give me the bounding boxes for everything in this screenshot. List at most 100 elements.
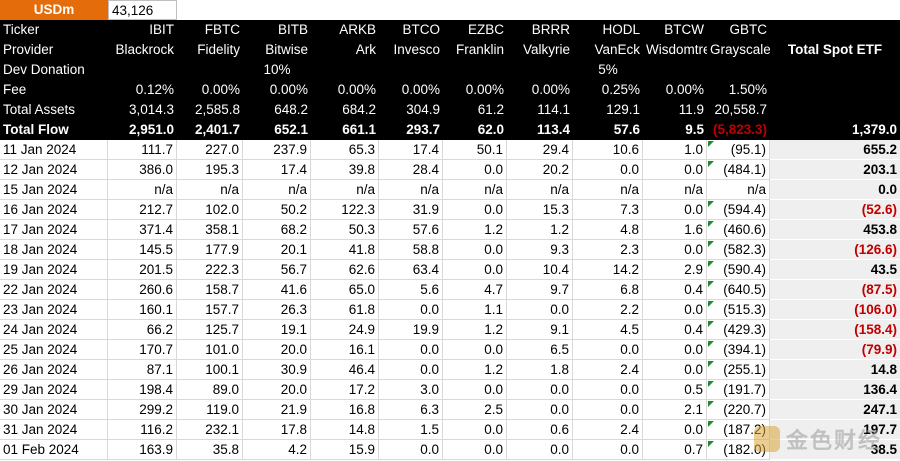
ticker-bitb[interactable]: BITB — [243, 20, 311, 40]
donation-bitb[interactable]: 10% — [243, 60, 311, 80]
flow-value-brrr[interactable]: 0.0 — [507, 380, 573, 400]
flow-value-btcw[interactable]: 1.0 — [643, 140, 707, 160]
flow-value-arkb[interactable]: 16.8 — [311, 400, 379, 420]
flow-value-brrr[interactable]: n/a — [507, 180, 573, 200]
ticker-fbtc[interactable]: FBTC — [177, 20, 243, 40]
flow-value-ibit[interactable]: 116.2 — [108, 420, 177, 440]
flow-value-bitb[interactable]: 21.9 — [243, 400, 311, 420]
flow-value-ezbc[interactable]: 1.2 — [443, 320, 507, 340]
ticker-gbtc[interactable]: GBTC — [707, 20, 770, 40]
provider-ezbc[interactable]: Franklin — [443, 40, 507, 60]
row-total-spot-etf[interactable]: 655.2 — [770, 140, 900, 160]
flow-value-btco[interactable]: 0.0 — [379, 440, 443, 460]
flow-value-bitb[interactable]: 30.9 — [243, 360, 311, 380]
flow-value-arkb[interactable]: 14.8 — [311, 420, 379, 440]
flow-value-brrr[interactable]: 9.3 — [507, 240, 573, 260]
flow-value-hodl[interactable]: 2.4 — [573, 420, 643, 440]
flow-value-ibit[interactable]: 87.1 — [108, 360, 177, 380]
flow-value-arkb[interactable]: 65.0 — [311, 280, 379, 300]
flow-value-gbtc[interactable]: (590.4) — [707, 260, 770, 280]
row-date[interactable]: 31 Jan 2024 — [0, 420, 108, 440]
flow-value-gbtc[interactable]: (182.0) — [707, 440, 770, 460]
row-date[interactable]: 24 Jan 2024 — [0, 320, 108, 340]
provider-hodl[interactable]: VanEck — [573, 40, 643, 60]
ticker-ibit[interactable]: IBIT — [108, 20, 177, 40]
row-date[interactable]: 30 Jan 2024 — [0, 400, 108, 420]
flow-value-btco[interactable]: 63.4 — [379, 260, 443, 280]
row-date[interactable]: 16 Jan 2024 — [0, 200, 108, 220]
flow-value-btco[interactable]: 57.6 — [379, 220, 443, 240]
flow-value-gbtc[interactable]: n/a — [707, 180, 770, 200]
flow-value-btcw[interactable]: 0.0 — [643, 420, 707, 440]
flow-value-btcw[interactable]: 0.0 — [643, 360, 707, 380]
flow-gbtc[interactable]: (5,823.3) — [707, 120, 770, 140]
flow-value-brrr[interactable]: 6.5 — [507, 340, 573, 360]
flow-value-gbtc[interactable]: (515.3) — [707, 300, 770, 320]
flow-value-btco[interactable]: 19.9 — [379, 320, 443, 340]
assets-total-cell[interactable] — [770, 100, 900, 120]
flow-value-ezbc[interactable]: 0.0 — [443, 200, 507, 220]
ticker-total-cell[interactable] — [770, 20, 900, 40]
flow-value-ibit[interactable]: 170.7 — [108, 340, 177, 360]
fee-arkb[interactable]: 0.00% — [311, 80, 379, 100]
row-total-spot-etf[interactable]: 247.1 — [770, 400, 900, 420]
row-total-spot-etf[interactable]: 136.4 — [770, 380, 900, 400]
flow-value-fbtc[interactable]: 177.9 — [177, 240, 243, 260]
flow-value-ibit[interactable]: 201.5 — [108, 260, 177, 280]
flow-value-brrr[interactable]: 0.0 — [507, 300, 573, 320]
flow-value-ibit[interactable]: 160.1 — [108, 300, 177, 320]
flow-value-ibit[interactable]: 66.2 — [108, 320, 177, 340]
assets-arkb[interactable]: 684.2 — [311, 100, 379, 120]
row-date[interactable]: 26 Jan 2024 — [0, 360, 108, 380]
flow-value-arkb[interactable]: 122.3 — [311, 200, 379, 220]
donation-ibit[interactable] — [108, 60, 177, 80]
flow-value-ezbc[interactable]: 1.2 — [443, 220, 507, 240]
flow-value-ezbc[interactable]: 0.0 — [443, 160, 507, 180]
flow-value-arkb[interactable]: 41.8 — [311, 240, 379, 260]
flow-value-ezbc[interactable]: 2.5 — [443, 400, 507, 420]
ticker-ezbc[interactable]: EZBC — [443, 20, 507, 40]
flow-value-btcw[interactable]: 0.4 — [643, 280, 707, 300]
row-total-spot-etf[interactable]: (158.4) — [770, 320, 900, 340]
row-date[interactable]: 29 Jan 2024 — [0, 380, 108, 400]
flow-value-ibit[interactable]: 371.4 — [108, 220, 177, 240]
row-total-spot-etf[interactable]: 197.7 — [770, 420, 900, 440]
fee-fbtc[interactable]: 0.00% — [177, 80, 243, 100]
flow-value-fbtc[interactable]: 119.0 — [177, 400, 243, 420]
fee-hodl[interactable]: 0.25% — [573, 80, 643, 100]
flow-value-gbtc[interactable]: (460.6) — [707, 220, 770, 240]
flow-value-bitb[interactable]: 237.9 — [243, 140, 311, 160]
flow-value-bitb[interactable]: 68.2 — [243, 220, 311, 240]
flow-value-btcw[interactable]: 0.4 — [643, 320, 707, 340]
ticker-btcw[interactable]: BTCW — [643, 20, 707, 40]
assets-fbtc[interactable]: 2,585.8 — [177, 100, 243, 120]
flow-value-btco[interactable]: 6.3 — [379, 400, 443, 420]
flow-value-ibit[interactable]: 212.7 — [108, 200, 177, 220]
flow-value-gbtc[interactable]: (429.3) — [707, 320, 770, 340]
flow-value-ezbc[interactable]: 0.0 — [443, 420, 507, 440]
row-total-spot-etf[interactable]: 38.5 — [770, 440, 900, 460]
flow-value-ibit[interactable]: 198.4 — [108, 380, 177, 400]
usdm-value-cell[interactable]: 43,126 — [108, 0, 177, 20]
flow-value-bitb[interactable]: 20.1 — [243, 240, 311, 260]
flow-value-gbtc[interactable]: (95.1) — [707, 140, 770, 160]
flow-value-brrr[interactable]: 29.4 — [507, 140, 573, 160]
flow-value-arkb[interactable]: 62.6 — [311, 260, 379, 280]
flow-value-bitb[interactable]: 17.8 — [243, 420, 311, 440]
flow-value-fbtc[interactable]: 222.3 — [177, 260, 243, 280]
flow-value-btcw[interactable]: 2.1 — [643, 400, 707, 420]
flow-value-fbtc[interactable]: 35.8 — [177, 440, 243, 460]
provider-btco[interactable]: Invesco — [379, 40, 443, 60]
flow-value-ezbc[interactable]: 0.0 — [443, 440, 507, 460]
flow-value-bitb[interactable]: 20.0 — [243, 380, 311, 400]
assets-ibit[interactable]: 3,014.3 — [108, 100, 177, 120]
flow-value-btcw[interactable]: 0.0 — [643, 300, 707, 320]
flow-value-fbtc[interactable]: 158.7 — [177, 280, 243, 300]
flow-value-fbtc[interactable]: 232.1 — [177, 420, 243, 440]
row-total-spot-etf[interactable]: 43.5 — [770, 260, 900, 280]
assets-ezbc[interactable]: 61.2 — [443, 100, 507, 120]
flow-value-hodl[interactable]: 0.0 — [573, 440, 643, 460]
provider-label[interactable]: Provider — [0, 40, 108, 60]
flow-brrr[interactable]: 113.4 — [507, 120, 573, 140]
donation-total-cell[interactable] — [770, 60, 900, 80]
